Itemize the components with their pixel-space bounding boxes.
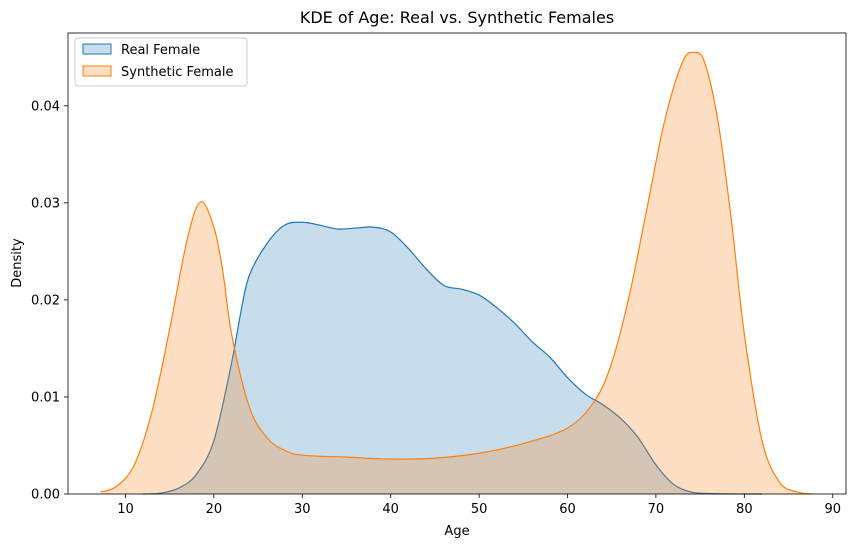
- legend: Real Female Synthetic Female: [74, 37, 248, 87]
- y-tick-label: 0.00: [31, 488, 60, 503]
- x-axis-label: Age: [444, 524, 469, 539]
- x-tick-label: 20: [206, 502, 223, 517]
- x-tick-label: 70: [648, 502, 665, 517]
- area-real-female: [143, 222, 763, 495]
- plot-area: [100, 51, 813, 495]
- line-synthetic-female: [100, 51, 813, 495]
- y-axis: 0.00 0.01 0.02 0.03 0.04: [31, 99, 68, 503]
- x-tick-label: 60: [559, 502, 576, 517]
- x-axis: 10 20 30 40 50 60 70 80 90: [117, 494, 841, 517]
- legend-label-synthetic-female: Synthetic Female: [121, 65, 234, 80]
- x-tick-label: 80: [736, 502, 753, 517]
- y-axis-label: Density: [10, 238, 25, 288]
- y-tick-label: 0.02: [31, 293, 60, 308]
- chart-title: KDE of Age: Real vs. Synthetic Females: [300, 8, 614, 27]
- y-tick-label: 0.01: [31, 390, 60, 405]
- legend-swatch-real-female: [82, 43, 112, 55]
- x-tick-label: 40: [382, 502, 399, 517]
- legend-label-real-female: Real Female: [121, 43, 200, 58]
- x-tick-label: 30: [294, 502, 311, 517]
- area-synthetic-female: [100, 52, 813, 494]
- line-real-female: [143, 221, 763, 495]
- y-tick-label: 0.03: [31, 196, 60, 211]
- x-tick-label: 10: [117, 502, 134, 517]
- legend-swatch-synthetic-female: [82, 65, 112, 77]
- x-tick-label: 90: [824, 502, 841, 517]
- legend-frame: [74, 37, 248, 87]
- y-tick-label: 0.04: [31, 99, 60, 114]
- x-tick-label: 50: [471, 502, 488, 517]
- plot-frame: [67, 32, 847, 495]
